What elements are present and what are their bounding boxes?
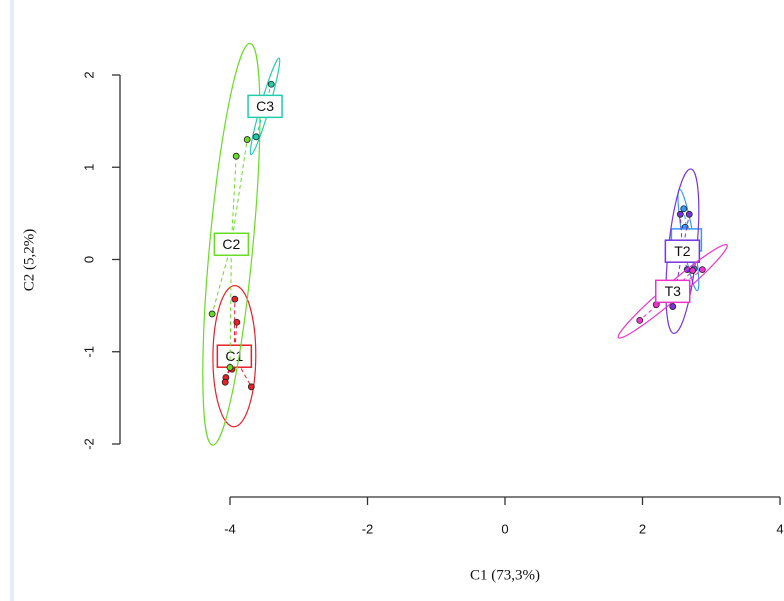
spider-line <box>211 244 232 315</box>
point <box>685 210 693 218</box>
point <box>669 303 677 310</box>
point <box>208 310 216 318</box>
point <box>267 80 275 88</box>
point <box>232 152 240 160</box>
y-tick-label: 2 <box>81 71 96 78</box>
page-edge <box>10 0 14 601</box>
x-axis-title: C1 (73,3%) <box>470 567 540 583</box>
y-tick-label: 1 <box>81 164 96 171</box>
point <box>247 383 255 391</box>
y-axis-title: C2 (5,2%) <box>21 229 37 292</box>
spider-line <box>230 139 248 245</box>
x-tick-label: -2 <box>362 521 374 536</box>
point <box>233 318 241 326</box>
point <box>698 266 706 274</box>
y-tick-label: 0 <box>81 256 96 263</box>
spider-line <box>672 269 703 292</box>
group-label-box <box>664 239 701 263</box>
group-label-box <box>655 279 691 304</box>
group-label-box <box>216 344 253 368</box>
spider-line <box>233 355 252 388</box>
y-tick-label: -2 <box>81 438 96 450</box>
group-label-box <box>213 232 250 257</box>
group-label-box <box>247 94 283 119</box>
group-label: C2 <box>222 236 240 252</box>
point <box>226 364 234 371</box>
point <box>636 316 644 324</box>
point <box>689 267 697 274</box>
confidence-ellipse <box>202 42 261 446</box>
spider-line <box>679 214 683 252</box>
spider-line <box>230 156 237 245</box>
group-label: T2 <box>674 243 691 259</box>
x-tick-label: 4 <box>776 521 783 536</box>
group-label: C1 <box>225 348 243 364</box>
spider-line <box>255 106 266 137</box>
spider-line <box>681 214 690 252</box>
x-tick-label: -4 <box>224 521 236 536</box>
point <box>231 295 239 303</box>
y-tick-label: -1 <box>81 346 96 358</box>
point <box>676 210 684 218</box>
point <box>252 133 260 141</box>
x-tick-label: 2 <box>639 521 646 536</box>
point <box>243 136 251 143</box>
spider-line <box>233 322 238 357</box>
group-label: T3 <box>665 283 682 299</box>
point <box>221 378 229 386</box>
group-label: C3 <box>256 98 274 114</box>
point <box>680 205 688 213</box>
x-tick-label: 0 <box>501 521 508 536</box>
confidence-ellipse <box>212 285 257 428</box>
